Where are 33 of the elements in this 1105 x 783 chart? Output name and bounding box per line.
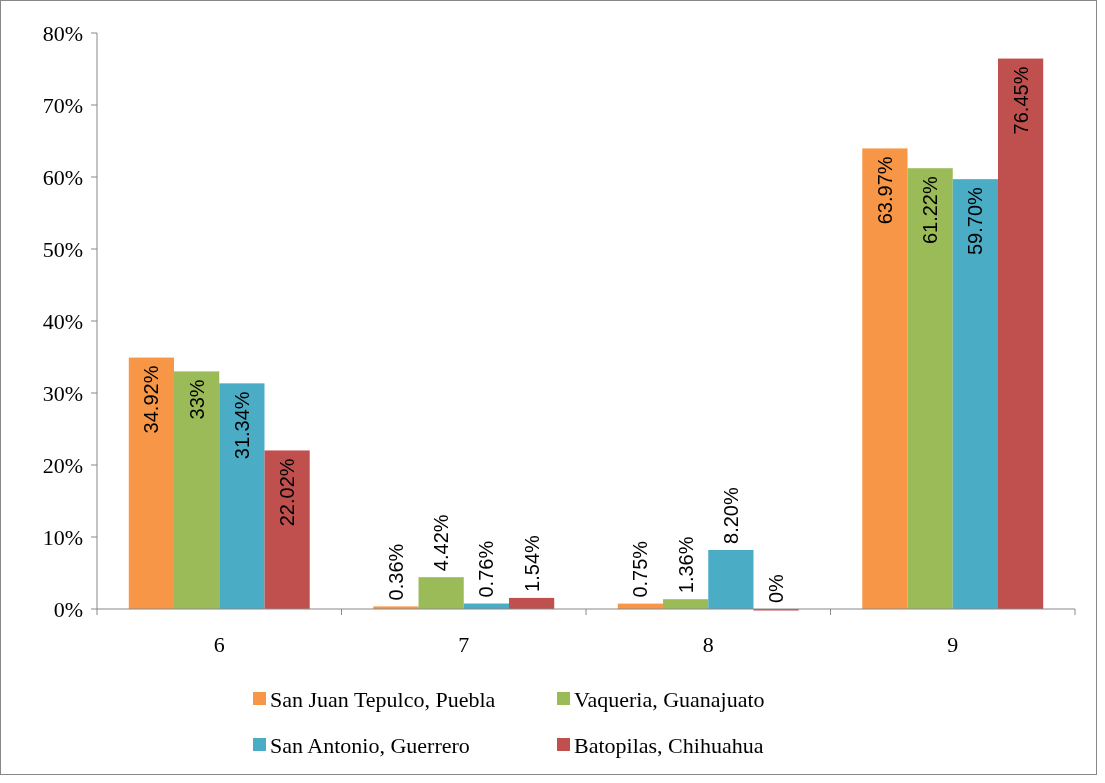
legend-label: Batopilas, Chihuahua: [574, 732, 764, 758]
x-tick-label: 6: [213, 632, 225, 657]
data-label: 4.42%: [430, 514, 453, 572]
y-tick-label: 50%: [42, 236, 83, 262]
y-tick-label: 30%: [42, 380, 83, 406]
legend-label: San Juan Tepulco, Puebla: [270, 686, 496, 712]
data-label: 59.70%: [964, 186, 987, 255]
y-tick-label: 0%: [53, 596, 83, 622]
data-label: 8.20%: [719, 487, 742, 544]
data-label: 61.22%: [919, 176, 942, 245]
y-tick-label: 80%: [42, 20, 83, 46]
data-label: 76.45%: [1009, 66, 1032, 135]
data-label: 34.92%: [140, 365, 163, 434]
data-label: 0.76%: [475, 540, 498, 598]
y-tick-label: 20%: [42, 452, 83, 478]
x-tick-label: 8: [702, 632, 714, 657]
data-label: 22.02%: [276, 458, 299, 527]
legend-label: San Antonio, Guerrero: [270, 732, 470, 758]
data-label: 63.97%: [873, 156, 896, 225]
data-label: 33%: [185, 379, 208, 420]
data-label: 1.36%: [674, 536, 697, 594]
x-tick-label: 9: [947, 632, 959, 657]
data-label: 0.36%: [384, 543, 407, 601]
y-tick-label: 70%: [42, 92, 83, 118]
legend-label: Vaqueria, Guanajuato: [574, 686, 765, 712]
data-label: 1.54%: [520, 534, 543, 592]
x-tick-label: 7: [458, 632, 470, 657]
y-tick-label: 60%: [42, 164, 83, 190]
y-tick-label: 10%: [42, 524, 83, 550]
y-tick-label: 40%: [42, 308, 83, 334]
data-label: 0.75%: [629, 540, 652, 598]
data-label: 31.34%: [230, 391, 253, 460]
data-label: 0%: [765, 573, 788, 603]
